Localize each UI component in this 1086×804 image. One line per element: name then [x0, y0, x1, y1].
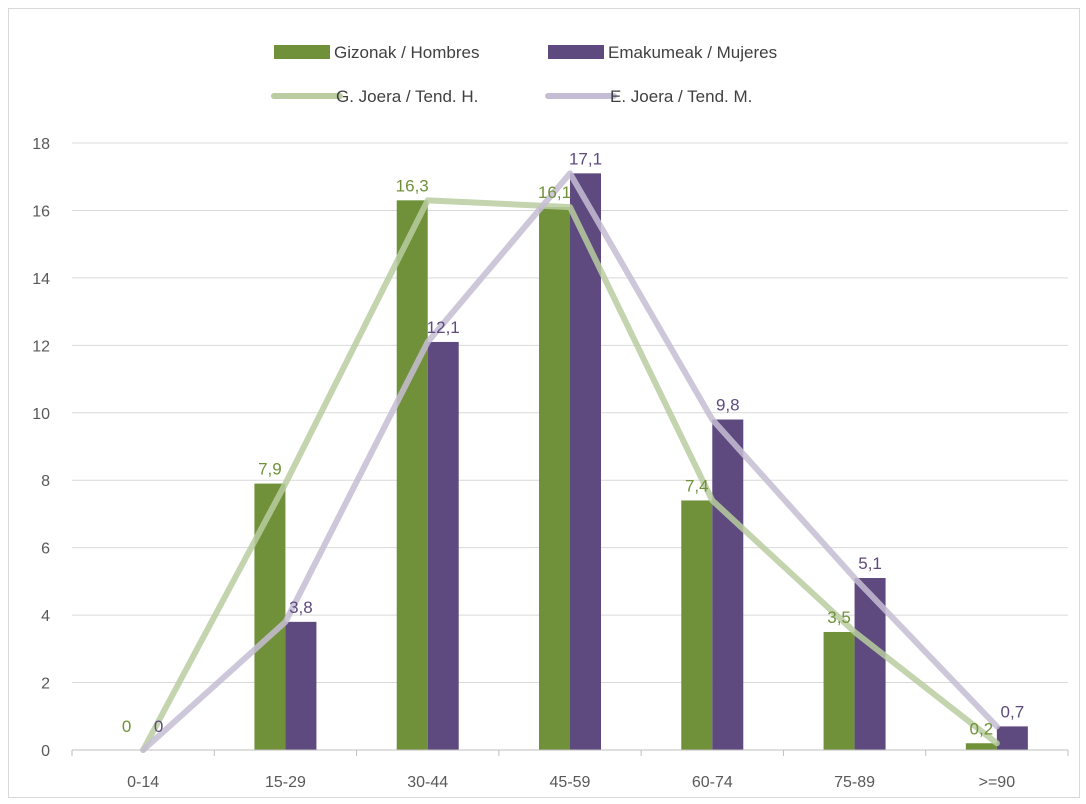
legend-label: Emakumeak / Mujeres — [608, 43, 777, 62]
y-tick-label: 12 — [32, 338, 50, 355]
data-label-men: 7,9 — [258, 460, 282, 479]
y-tick-label: 2 — [41, 676, 50, 693]
trend-lines — [140, 170, 1000, 753]
x-tick-label: 30-44 — [407, 774, 448, 791]
bar-men — [823, 631, 855, 750]
y-tick-label: 10 — [32, 406, 50, 423]
bar-women — [427, 341, 459, 750]
y-tick-label: 16 — [32, 203, 50, 220]
data-label-men: 0,2 — [970, 719, 994, 738]
bar-women — [285, 621, 317, 750]
x-tick-label: 45-59 — [550, 774, 591, 791]
legend-label: Gizonak / Hombres — [334, 43, 480, 62]
data-label-men: 3,5 — [827, 608, 851, 627]
bars — [254, 173, 1028, 751]
data-label-women: 0 — [154, 717, 163, 736]
x-tick-label: 0-14 — [127, 774, 159, 791]
axes: 0 2 4 6 8 10 12 14 16 18 0-14 15-29 30-44 45-59 60-74 7… — [32, 136, 1069, 791]
data-label-men: 16,1 — [538, 183, 571, 202]
x-tick-label: 60-74 — [692, 774, 733, 791]
x-tick-label: >=90 — [979, 774, 1016, 791]
data-label-women: 17,1 — [569, 149, 602, 168]
legend-swatch — [274, 45, 330, 59]
x-tick-label: 75-89 — [834, 774, 875, 791]
y-tick-label: 18 — [32, 136, 50, 153]
bar-men — [396, 200, 428, 751]
data-label-women: 0,7 — [1001, 702, 1025, 721]
data-labels: 0 7,9 16,3 16,1 7,4 3,5 0,2 0 3,8 12,1 17,1 9,8 5,1 0… — [122, 149, 1024, 738]
data-label-men: 7,4 — [685, 476, 709, 495]
y-tick-label: 0 — [41, 743, 50, 760]
x-tick-label: 15-29 — [265, 774, 306, 791]
legend: Gizonak / Hombres Emakumeak / Mujeres G. J… — [271, 43, 777, 106]
legend-label: G. Joera / Tend. H. — [336, 87, 478, 106]
data-label-women: 9,8 — [716, 396, 740, 415]
bar-men — [254, 483, 286, 750]
bar-women — [712, 419, 744, 750]
y-tick-label: 4 — [41, 608, 50, 625]
legend-swatch — [548, 45, 604, 59]
bar-men — [539, 207, 570, 751]
bar-women — [570, 173, 601, 751]
legend-label: E. Joera / Tend. M. — [610, 87, 752, 106]
data-label-women: 3,8 — [289, 598, 313, 617]
trend-line-men — [140, 197, 1000, 753]
data-label-women: 12,1 — [427, 318, 460, 337]
y-tick-label: 8 — [41, 473, 50, 490]
data-label-women: 5,1 — [858, 554, 882, 573]
y-tick-label: 6 — [41, 541, 50, 558]
data-label-men: 0 — [122, 717, 131, 736]
y-tick-label: 14 — [32, 271, 50, 288]
bar-men — [965, 743, 997, 750]
trend-line-women — [140, 170, 1000, 753]
data-label-men: 16,3 — [396, 176, 429, 195]
bar-women — [996, 726, 1028, 750]
bar-men — [681, 500, 713, 750]
